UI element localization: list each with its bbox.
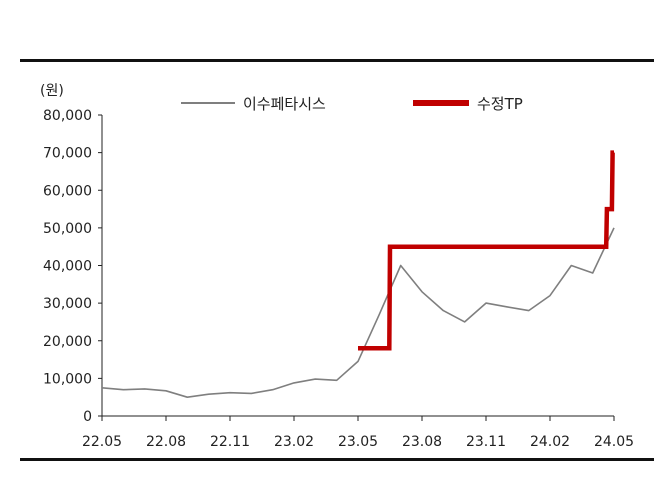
x-tick-label: 24.02 bbox=[530, 434, 570, 450]
x-tick-label: 24.05 bbox=[594, 434, 634, 450]
y-tick-label: 70,000 bbox=[43, 146, 92, 162]
y-tick-label: 80,000 bbox=[43, 108, 92, 124]
bottom-rule bbox=[20, 458, 654, 461]
y-tick-label: 50,000 bbox=[43, 221, 92, 237]
x-tick-label: 23.11 bbox=[466, 434, 506, 450]
y-tick-label: 0 bbox=[83, 409, 92, 425]
top-rule bbox=[20, 59, 654, 62]
y-tick-label: 60,000 bbox=[43, 183, 92, 199]
x-tick-label: 22.08 bbox=[146, 434, 186, 450]
x-tick-label: 23.02 bbox=[274, 434, 314, 450]
legend-item-stock: 이수페타시스 bbox=[181, 92, 326, 114]
legend-swatch-stock bbox=[181, 102, 235, 104]
y-tick-label: 30,000 bbox=[43, 296, 92, 312]
target-price-line bbox=[358, 150, 615, 351]
x-tick-label: 23.08 bbox=[402, 434, 442, 450]
x-tick-label: 22.11 bbox=[210, 434, 250, 450]
legend-label-target-price: 수정TP bbox=[477, 94, 523, 113]
legend-item-target-price: 수정TP bbox=[413, 92, 523, 114]
legend-label-stock: 이수페타시스 bbox=[243, 94, 326, 113]
stock-price-line bbox=[101, 227, 615, 399]
y-tick-label: 20,000 bbox=[43, 334, 92, 350]
legend-swatch-target-price bbox=[413, 100, 469, 106]
x-tick-label: 23.05 bbox=[338, 434, 378, 450]
x-tick-label: 22.05 bbox=[82, 434, 122, 450]
y-tick-label: 40,000 bbox=[43, 259, 92, 275]
y-unit-label: (원) bbox=[40, 83, 64, 99]
y-tick-label: 10,000 bbox=[43, 371, 92, 387]
